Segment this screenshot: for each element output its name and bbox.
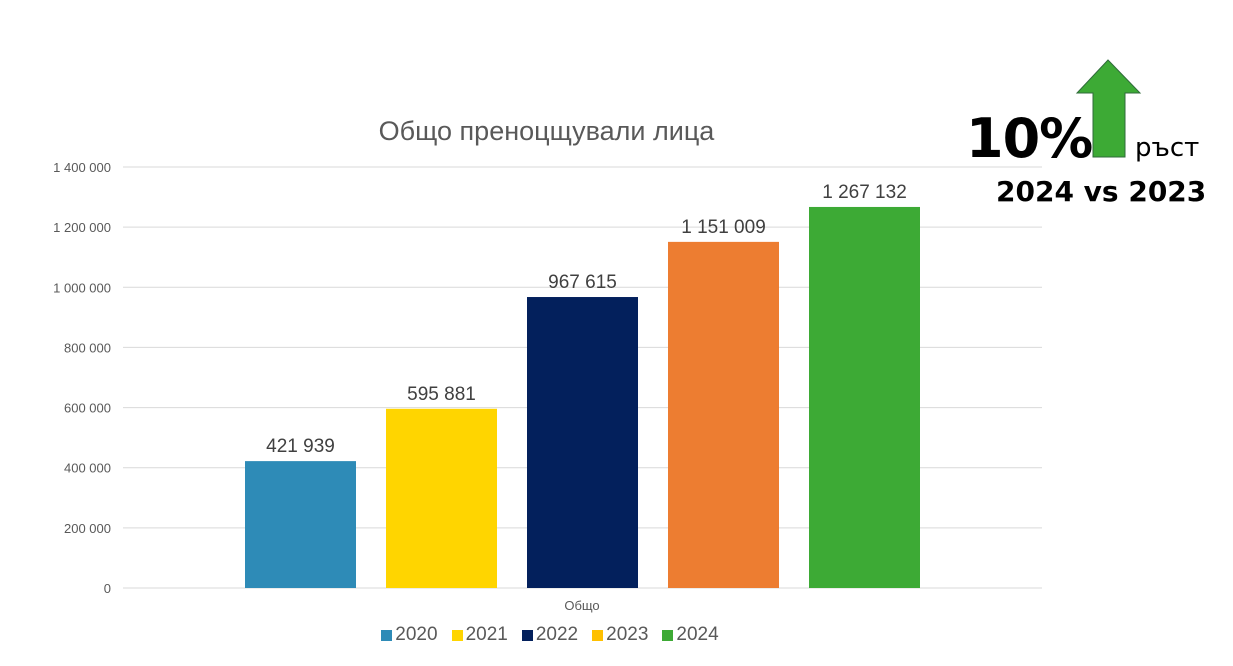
legend-label: 2022	[535, 624, 579, 645]
y-tick-label: 0	[104, 581, 111, 596]
data-label-2021: 595 881	[407, 384, 476, 405]
y-tick-label: 800 000	[64, 340, 111, 355]
legend-label: 2024	[676, 624, 719, 645]
y-tick-label: 1 400 000	[53, 160, 111, 175]
legend-item-2020: 2020	[381, 624, 438, 646]
bar-2022	[527, 297, 638, 588]
bar-2023	[668, 241, 779, 588]
legend-item-2021: 2021	[451, 624, 508, 646]
data-label-2020: 421 939	[266, 436, 335, 457]
legend-item-2022: 2022	[521, 624, 579, 646]
bar-2024	[809, 206, 920, 588]
legend-item-2023: 2023	[592, 624, 648, 646]
legend-swatch	[521, 629, 533, 641]
legend-swatch	[381, 629, 393, 641]
legend-label: 2021	[465, 624, 508, 645]
comparison-label: 2024 vs 2023	[996, 175, 1207, 208]
chart-title: Общо преноцщували лица	[378, 116, 715, 146]
legend-label: 2023	[606, 624, 649, 645]
growth-label: ръст	[1135, 133, 1200, 163]
data-label-2022: 967 615	[548, 272, 617, 293]
y-tick-label: 1 000 000	[53, 280, 111, 295]
x-category-label: Общо	[564, 598, 599, 613]
data-label-2023: 1 151 009	[681, 217, 766, 238]
bar-2021	[386, 408, 497, 588]
up-arrow-icon	[1075, 59, 1142, 158]
y-tick-label: 400 000	[64, 461, 111, 476]
legend-swatch	[662, 629, 674, 641]
bar-2020	[245, 461, 356, 588]
data-label-2024: 1 267 132	[822, 182, 907, 203]
legend-item-2024: 2024	[662, 624, 719, 646]
legend-swatch	[451, 629, 463, 641]
legend-label: 2020	[395, 624, 438, 645]
growth-percent: 10%	[966, 107, 1093, 170]
legend: 2020 2021 2022 2023 2024	[0, 624, 1100, 646]
legend-swatch	[592, 629, 604, 641]
y-tick-label: 1 200 000	[53, 220, 111, 235]
y-tick-label: 200 000	[64, 521, 111, 536]
y-tick-label: 600 000	[64, 401, 111, 416]
